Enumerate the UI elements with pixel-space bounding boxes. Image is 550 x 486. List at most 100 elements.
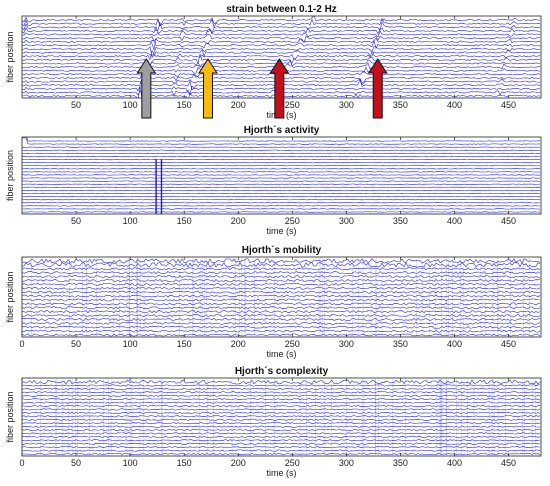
trace-11 xyxy=(22,49,541,61)
trace-10 xyxy=(22,294,541,298)
x-tick-label: 350 xyxy=(393,216,408,226)
x-axis-label: time (s) xyxy=(267,349,297,359)
trace-21 xyxy=(22,202,541,204)
x-tick-label: 100 xyxy=(123,100,138,110)
x-tick-label: 0 xyxy=(19,458,24,468)
trace-14 xyxy=(22,425,541,428)
x-tick-label: 250 xyxy=(285,216,300,226)
trace-5 xyxy=(22,394,541,397)
trace-7 xyxy=(22,401,541,404)
panel-title: Hjorth´s activity xyxy=(244,125,320,136)
panel-1: strain between 0.1-2 Hz 50 100 150 200 250 300… xyxy=(5,4,542,120)
x-tick-label: 450 xyxy=(501,339,516,349)
trace-18 xyxy=(22,325,541,329)
trace-16 xyxy=(22,186,541,188)
x-tick-label: 300 xyxy=(339,216,354,226)
trace-11 xyxy=(22,171,540,173)
x-tick-label: 300 xyxy=(339,100,354,110)
x-axis-label: time (s) xyxy=(267,468,297,478)
x-tick-label: 250 xyxy=(285,100,300,110)
trace-5 xyxy=(22,152,541,154)
trace-2 xyxy=(22,384,541,387)
trace-3 xyxy=(22,387,541,390)
trace-9 xyxy=(22,45,540,59)
x-tick-label: 50 xyxy=(71,216,81,226)
panel-3: Hjorth´s mobility 0 50 100 150 200 250 300 350 40… xyxy=(5,245,542,359)
x-tick-label: 50 xyxy=(71,100,81,110)
x-tick-label: 400 xyxy=(447,458,462,468)
trace-7 xyxy=(22,37,541,50)
panel-4: Hjorth´s complexity 0 50 100 150 200 250 300 350… xyxy=(5,366,542,478)
trace-12 xyxy=(22,174,541,176)
trace-3 xyxy=(22,21,541,34)
trace-4 xyxy=(22,25,540,35)
trace-15 xyxy=(22,183,541,185)
trace-21 xyxy=(22,449,541,452)
trace-4 xyxy=(22,271,541,275)
trace-3 xyxy=(22,267,541,271)
trace-9 xyxy=(22,408,541,411)
trace-12 xyxy=(22,418,541,421)
x-tick-label: 400 xyxy=(447,100,462,110)
x-tick-label: 450 xyxy=(501,458,516,468)
x-tick-label: 150 xyxy=(177,458,192,468)
x-tick-label: 100 xyxy=(123,458,138,468)
x-tick-label: 50 xyxy=(71,458,81,468)
traces xyxy=(22,137,541,214)
x-tick-label: 150 xyxy=(177,216,192,226)
trace-13 xyxy=(22,306,541,310)
trace-12 xyxy=(22,302,541,306)
panel-title: Hjorth´s complexity xyxy=(235,366,329,377)
trace-17 xyxy=(22,435,541,438)
plot-frame xyxy=(21,136,542,215)
x-tick-label: 50 xyxy=(71,339,81,349)
x-tick-label: 0 xyxy=(19,339,24,349)
panel-title: Hjorth´s mobility xyxy=(242,245,322,256)
plot-frame xyxy=(21,377,542,457)
y-axis-label: fiber position xyxy=(5,150,15,201)
x-tick-label: 350 xyxy=(393,339,408,349)
trace-11 xyxy=(22,415,541,418)
trace-8 xyxy=(22,404,541,408)
trace-6 xyxy=(22,398,540,401)
trace-6 xyxy=(22,155,540,157)
x-tick-label: 400 xyxy=(447,216,462,226)
panel-2: Hjorth´s activity 50 100 150 200 250 300 350 400… xyxy=(5,125,542,236)
trace-22 xyxy=(22,452,541,456)
panel-title: strain between 0.1-2 Hz xyxy=(226,4,337,15)
trace-2 xyxy=(22,262,541,268)
trace-20 xyxy=(22,199,541,201)
trace-10 xyxy=(22,48,541,57)
trace-8 xyxy=(22,39,541,50)
trace-6 xyxy=(22,279,541,282)
trace-23 xyxy=(22,208,541,210)
trace-20 xyxy=(22,446,540,449)
x-tick-label: 250 xyxy=(285,458,300,468)
trace-18 xyxy=(22,439,541,442)
trace-10 xyxy=(22,168,541,170)
x-tick-label: 200 xyxy=(231,100,246,110)
trace-4 xyxy=(22,391,541,394)
trace-22 xyxy=(22,205,541,207)
trace-14 xyxy=(22,180,541,182)
trace-11 xyxy=(22,298,541,302)
trace-17 xyxy=(22,189,541,191)
trace-15 xyxy=(22,428,541,432)
trace-9 xyxy=(22,165,541,167)
x-tick-label: 200 xyxy=(231,458,246,468)
annotation-arrow xyxy=(269,58,290,119)
trace-15 xyxy=(22,314,541,317)
x-tick-label: 300 xyxy=(339,458,354,468)
x-axis-label: time (s) xyxy=(267,226,297,236)
x-tick-label: 450 xyxy=(501,216,516,226)
trace-16 xyxy=(22,317,541,321)
trace-7 xyxy=(22,159,541,161)
trace-10 xyxy=(22,411,541,414)
y-axis-label: fiber position xyxy=(5,31,15,82)
x-tick-label: 250 xyxy=(285,339,300,349)
trace-17 xyxy=(22,321,541,325)
x-tick-label: 300 xyxy=(339,339,354,349)
x-tick-label: 100 xyxy=(123,339,138,349)
trace-19 xyxy=(22,196,541,198)
trace-18 xyxy=(22,192,540,194)
